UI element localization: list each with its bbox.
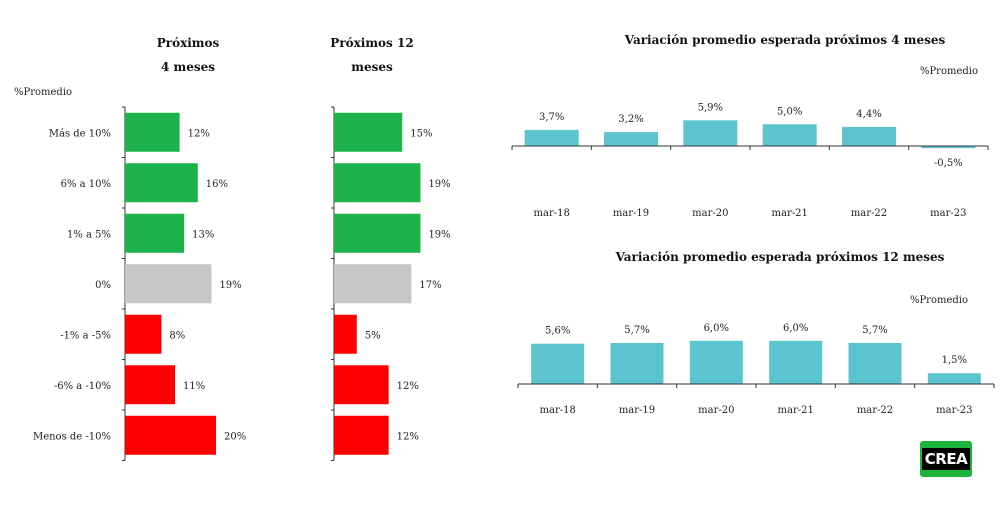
vbar2-category-label-1: mar-19 [613,208,649,219]
vbar2-value-label-5: -0,5% [934,158,963,169]
hbar0-category-label-4: -1% a -5% [60,330,111,341]
vbar2-unit-label: %Promedio [920,66,978,77]
hbar0-value-label-1: 16% [206,179,228,190]
hbar0-category-label-3: 0% [95,280,111,291]
hbar0-unit-label: %Promedio [14,87,72,98]
crea-logo: CREA [920,441,972,477]
vbar3-category-label-0: mar-18 [540,405,576,416]
hbar1-bar-3 [334,264,412,304]
crea-logo-text: CREA [921,448,971,470]
hbar0-value-label-6: 20% [224,431,246,442]
vbar3-value-label-0: 5,6% [545,326,570,337]
vbar2-bar-4 [842,126,896,146]
vbar3-value-label-1: 5,7% [624,325,649,336]
hbar0-bar-1 [125,163,198,203]
hbar1-value-label-4: 5% [365,330,381,341]
hbar0-bar-3 [125,264,212,304]
hbar0-bar-5 [125,365,176,405]
vbar3-category-label-1: mar-19 [619,405,655,416]
hbar0-bar-2 [125,213,185,253]
hbar1-bar-4 [334,314,357,354]
hbar1-title-line-1: meses [351,60,393,74]
vbar2-value-label-3: 5,0% [777,106,802,117]
hbar0-category-label-0: Más de 10% [49,128,111,139]
vbar3-bar-3 [769,340,823,384]
vbar2-bar-3 [762,124,817,146]
hbar1-value-label-1: 19% [428,179,450,190]
hbar1-title-line-0: Próximos 12 [330,36,413,50]
vbar3-value-label-5: 1,5% [942,355,967,366]
vbar3-value-label-3: 6,0% [783,323,808,334]
hbar0-bar-6 [125,415,216,455]
hbar1-value-label-2: 19% [428,229,450,240]
vbar3-bar-5 [927,373,981,384]
hbar0-value-label-5: 11% [183,381,205,392]
vbar3-value-label-2: 6,0% [704,323,729,334]
hbar1-bar-2 [334,213,421,253]
hbar0-value-label-2: 13% [192,229,214,240]
hbar0-bar-0 [125,112,180,152]
hbar1-bar-0 [334,112,403,152]
vbar3-category-label-4: mar-22 [857,405,893,416]
vbar2-value-label-0: 3,7% [539,112,564,123]
hbar1-value-label-6: 12% [397,431,419,442]
hbar0-category-label-5: -6% a -10% [54,381,111,392]
vbar3-category-label-3: mar-21 [778,405,814,416]
vbar2-value-label-4: 4,4% [856,109,881,120]
hbar0-value-label-3: 19% [219,280,241,291]
hbar1-value-label-5: 12% [397,381,419,392]
hbar0-bar-4 [125,314,162,354]
vbar3-bar-4 [848,342,902,384]
vbar2-bar-0 [524,129,579,146]
hbar1-value-label-3: 17% [419,280,441,291]
hbar0-title-line-1: 4 meses [161,60,215,74]
vbar2-category-label-4: mar-22 [851,208,887,219]
hbar1-value-label-0: 15% [410,128,432,139]
hbar1-bar-1 [334,163,421,203]
hbar0-value-label-4: 8% [169,330,185,341]
vbar2-value-label-2: 5,9% [698,102,723,113]
vbar2-category-label-2: mar-20 [692,208,728,219]
vbar2-category-label-3: mar-21 [772,208,808,219]
vbar3-unit-label: %Promedio [910,295,968,306]
hbar1-bar-6 [334,415,389,455]
vbar2-bar-2 [683,120,738,146]
vbar2-title: Variación promedio esperada próximos 4 m… [624,33,946,47]
vbar3-bar-0 [531,343,585,384]
vbar2-category-label-0: mar-18 [534,208,570,219]
vbar3-bar-2 [689,340,743,384]
vbar2-category-label-5: mar-23 [930,208,966,219]
hbar1-bar-5 [334,365,389,405]
hbar0-category-label-1: 6% a 10% [61,179,111,190]
vbar2-bar-1 [604,132,658,146]
hbar0-title-line-0: Próximos [157,36,220,50]
vbar2-value-label-1: 3,2% [618,114,643,125]
hbar0-category-label-6: Menos de -10% [33,431,111,442]
hbar0-category-label-2: 1% a 5% [67,229,111,240]
vbar3-title: Variación promedio esperada próximos 12 … [615,250,945,264]
hbar0-value-label-0: 12% [188,128,210,139]
vbar2-bar-5 [921,146,976,149]
vbar3-category-label-2: mar-20 [698,405,734,416]
vbar3-value-label-4: 5,7% [862,325,887,336]
vbar3-bar-1 [610,342,664,384]
vbar3-category-label-5: mar-23 [936,405,972,416]
